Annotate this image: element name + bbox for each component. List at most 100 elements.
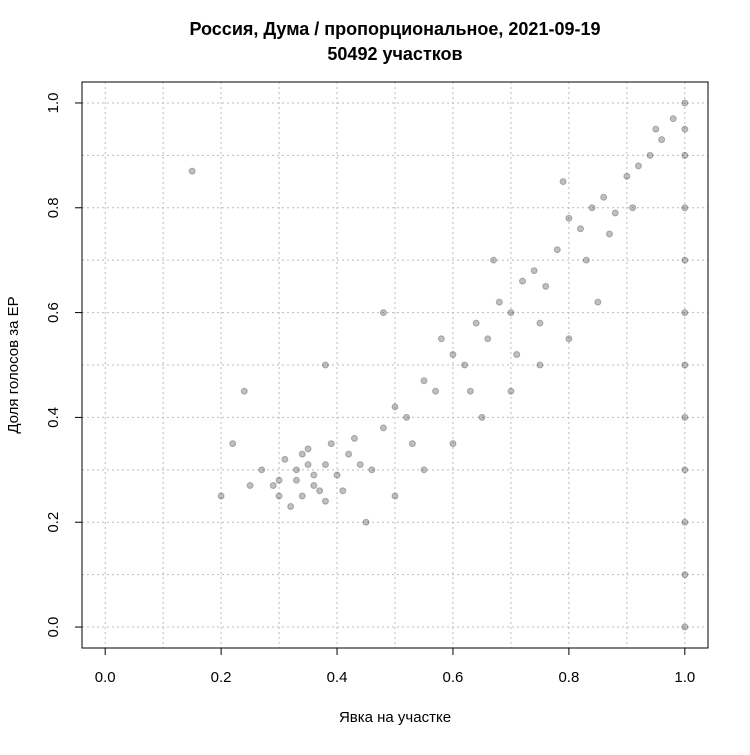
- point: [292, 476, 300, 484]
- point: [356, 461, 364, 469]
- point: [490, 256, 498, 264]
- point: [310, 471, 318, 479]
- point: [420, 377, 428, 385]
- point: [536, 319, 544, 327]
- point: [362, 518, 370, 526]
- grid: [82, 82, 708, 648]
- point: [391, 403, 399, 411]
- point: [611, 209, 619, 217]
- point: [246, 482, 254, 490]
- x-tick-label: 0.2: [211, 669, 232, 686]
- point: [275, 476, 283, 484]
- point: [269, 482, 277, 490]
- point: [582, 256, 590, 264]
- point: [507, 309, 515, 317]
- point: [681, 571, 689, 579]
- x-tick-label: 0.4: [327, 669, 348, 686]
- point: [420, 466, 428, 474]
- point: [321, 361, 329, 369]
- point: [304, 461, 312, 469]
- point: [652, 125, 660, 133]
- point: [519, 277, 527, 285]
- point: [553, 246, 561, 254]
- point: [495, 298, 503, 306]
- point: [681, 99, 689, 107]
- point: [478, 413, 486, 421]
- point: [316, 487, 324, 495]
- point: [681, 361, 689, 369]
- point: [449, 351, 457, 359]
- point: [339, 487, 347, 495]
- point: [681, 256, 689, 264]
- y-axis-label: Доля голосов за ЕР: [5, 296, 22, 433]
- x-axis-label: Явка на участке: [339, 709, 451, 726]
- point: [605, 230, 613, 238]
- point: [559, 178, 567, 186]
- point: [379, 424, 387, 432]
- y-tick-label: 0.8: [45, 197, 62, 218]
- y-tick-label: 0.6: [45, 302, 62, 323]
- x-tick-label: 0.8: [558, 669, 579, 686]
- point: [391, 492, 399, 500]
- point: [681, 623, 689, 631]
- point: [403, 413, 411, 421]
- point: [658, 136, 666, 144]
- y-tick-label: 0.2: [45, 512, 62, 533]
- chart-subtitle: 50492 участков: [327, 44, 462, 64]
- point: [472, 319, 480, 327]
- point: [408, 440, 416, 448]
- point: [258, 466, 266, 474]
- x-tick-label: 0.0: [95, 669, 116, 686]
- point: [240, 387, 248, 395]
- point: [188, 167, 196, 175]
- points: [188, 99, 689, 631]
- point: [600, 193, 608, 201]
- point: [530, 267, 538, 275]
- point: [327, 440, 335, 448]
- x-tick-label: 0.6: [443, 669, 464, 686]
- point: [588, 204, 596, 212]
- point: [634, 162, 642, 170]
- point: [379, 309, 387, 317]
- point: [681, 518, 689, 526]
- point: [542, 282, 550, 290]
- point: [298, 450, 306, 458]
- point: [281, 455, 289, 463]
- point: [449, 440, 457, 448]
- point: [681, 204, 689, 212]
- point: [350, 434, 358, 442]
- point: [513, 351, 521, 359]
- point: [565, 214, 573, 222]
- point: [646, 151, 654, 159]
- point: [298, 492, 306, 500]
- point: [345, 450, 353, 458]
- point: [321, 497, 329, 505]
- point: [565, 335, 573, 343]
- point: [461, 361, 469, 369]
- point: [432, 387, 440, 395]
- y-tick-label: 0.0: [45, 617, 62, 638]
- point: [287, 503, 295, 510]
- point: [304, 445, 312, 453]
- point: [536, 361, 544, 369]
- y-tick-label: 0.4: [45, 407, 62, 428]
- chart-title: Россия, Дума / пропорциональное, 2021-09…: [189, 19, 600, 39]
- point: [484, 335, 492, 343]
- point: [466, 387, 474, 395]
- point: [681, 309, 689, 317]
- point: [681, 151, 689, 159]
- point: [507, 387, 515, 395]
- point: [217, 492, 225, 500]
- point: [681, 125, 689, 133]
- point: [576, 225, 584, 233]
- point: [333, 471, 341, 479]
- point: [629, 204, 637, 212]
- point: [368, 466, 376, 474]
- point: [681, 466, 689, 474]
- point: [681, 413, 689, 421]
- point: [275, 492, 283, 500]
- point: [321, 461, 329, 469]
- point: [310, 482, 318, 490]
